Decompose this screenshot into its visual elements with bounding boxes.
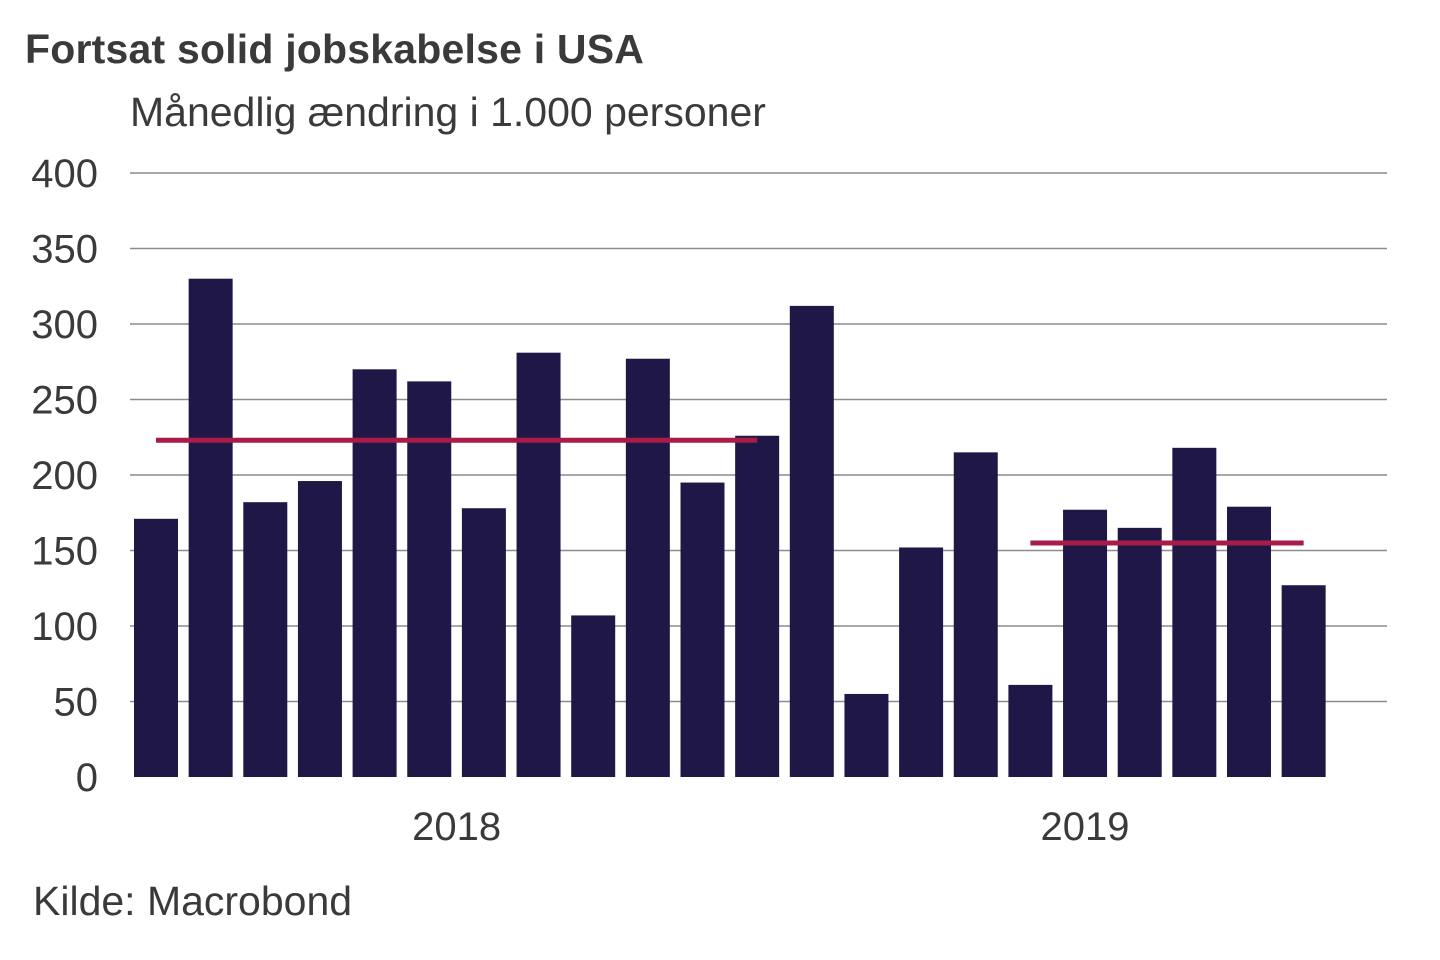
- y-tick-label: 200: [31, 454, 98, 498]
- x-axis-label-2018: 2018: [412, 805, 501, 849]
- y-tick-label: 150: [31, 530, 98, 574]
- y-tick-label: 400: [31, 152, 98, 196]
- bar-2018-08: [625, 358, 670, 777]
- bar-2019-08: [1281, 585, 1326, 777]
- y-axis-ticks: 0 50 100 150 200 250 300 350 400: [31, 152, 98, 800]
- y-tick-label: 0: [76, 756, 98, 800]
- bar-2018-06: [516, 352, 561, 777]
- y-tick-label: 100: [31, 605, 98, 649]
- bar-2019-03: [1008, 684, 1053, 777]
- bar-2018-10: [735, 435, 780, 777]
- x-axis-labels: 2018 2019: [412, 805, 1129, 849]
- bar-2018-03: [352, 369, 397, 777]
- bar-2018-07: [571, 615, 616, 777]
- bars: [134, 278, 1326, 777]
- y-tick-label: 350: [31, 228, 98, 272]
- bar-2019-01: [899, 547, 944, 777]
- bar-2018-01: [243, 502, 288, 777]
- bar-2017-11: [134, 518, 178, 777]
- bar-2019-06: [1172, 447, 1217, 777]
- bar-2018-05: [461, 508, 506, 777]
- chart-title: Fortsat solid jobskabelse i USA: [25, 26, 645, 72]
- y-tick-label: 250: [31, 379, 98, 423]
- bar-2018-11: [789, 305, 834, 777]
- x-axis-label-2019: 2019: [1041, 805, 1130, 849]
- average-lines: [156, 437, 1304, 546]
- bar-2018-09: [680, 482, 725, 777]
- bar-2019-04: [1063, 509, 1108, 777]
- bar-2018-02: [297, 481, 342, 777]
- bar-2019-07: [1227, 506, 1271, 777]
- y-tick-label: 50: [54, 681, 99, 725]
- y-tick-label: 300: [31, 303, 98, 347]
- bar-2019-05: [1117, 527, 1162, 777]
- bar-2019-02: [953, 452, 998, 777]
- chart-subtitle: Månedlig ændring i 1.000 personer: [130, 89, 766, 135]
- bar-2017-12: [188, 278, 233, 777]
- bar-2018-12: [844, 693, 889, 777]
- bar-2018-04: [407, 381, 452, 777]
- source-note: Kilde: Macrobond: [33, 878, 353, 924]
